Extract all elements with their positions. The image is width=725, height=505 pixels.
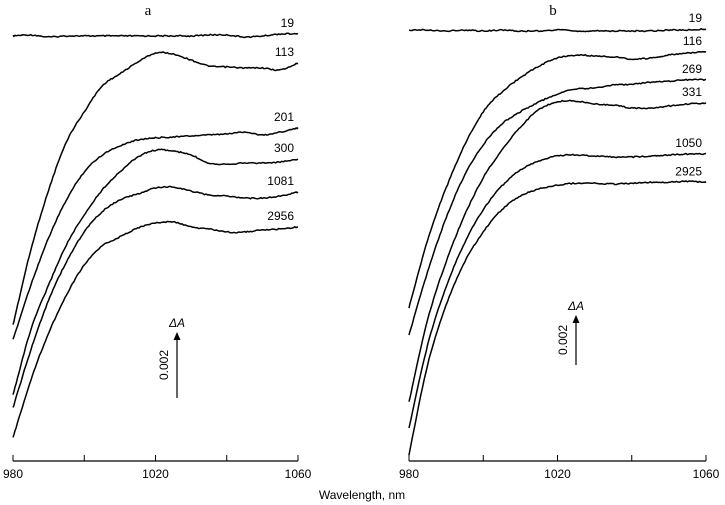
- series-label: 269: [682, 62, 702, 76]
- series-label: 116: [683, 34, 702, 48]
- x-tick-label: 1020: [544, 467, 571, 481]
- x-axis-label: Wavelength, nm: [319, 488, 405, 502]
- scale-bar-title: ΔA: [567, 299, 584, 313]
- panel-b: b 980 1020 1060 19 116 269 331 1050 2925 ΔA 0.002: [399, 3, 720, 481]
- arrow-up-icon: [572, 315, 580, 323]
- series-label: 300: [274, 141, 294, 155]
- series-line-300: [12, 148, 299, 395]
- x-tick-label: 1060: [285, 467, 312, 481]
- panel-title: b: [549, 3, 557, 19]
- series-label: 201: [274, 110, 294, 124]
- scale-bar-label: 0.002: [157, 350, 171, 380]
- series-line-1081: [12, 185, 299, 408]
- x-tick-label: 980: [399, 467, 419, 481]
- series-line-269: [408, 78, 707, 336]
- series-label: 19: [689, 11, 703, 25]
- series-line-19: [12, 32, 299, 39]
- x-tick-label: 1020: [142, 467, 169, 481]
- series-label: 2956: [267, 209, 294, 223]
- series-line-2925: [408, 180, 707, 456]
- series-label: 113: [275, 45, 294, 59]
- scale-bar-label: 0.002: [556, 325, 570, 355]
- series-label: 1081: [267, 174, 294, 188]
- panel-title: a: [145, 3, 152, 19]
- series-line-19: [409, 27, 707, 33]
- series-line-116: [408, 50, 707, 309]
- series-line-1050: [408, 152, 707, 429]
- series-line-201: [12, 127, 299, 340]
- series-label: 19: [281, 16, 295, 30]
- x-tick-label: 1060: [693, 467, 720, 481]
- series-label: 331: [682, 85, 702, 99]
- series-line-331: [408, 99, 707, 402]
- arrow-up-icon: [173, 332, 181, 340]
- series-line-2956: [12, 220, 299, 438]
- x-tick-label: 980: [3, 467, 23, 481]
- series-label: 2925: [675, 164, 702, 178]
- scale-bar-title: ΔA: [168, 316, 185, 330]
- series-line-113: [12, 51, 299, 325]
- series-label: 1050: [675, 136, 702, 150]
- panel-a: a 980 1020 1060 19 113 201 300 1081 2956 ΔA 0.002: [3, 3, 312, 481]
